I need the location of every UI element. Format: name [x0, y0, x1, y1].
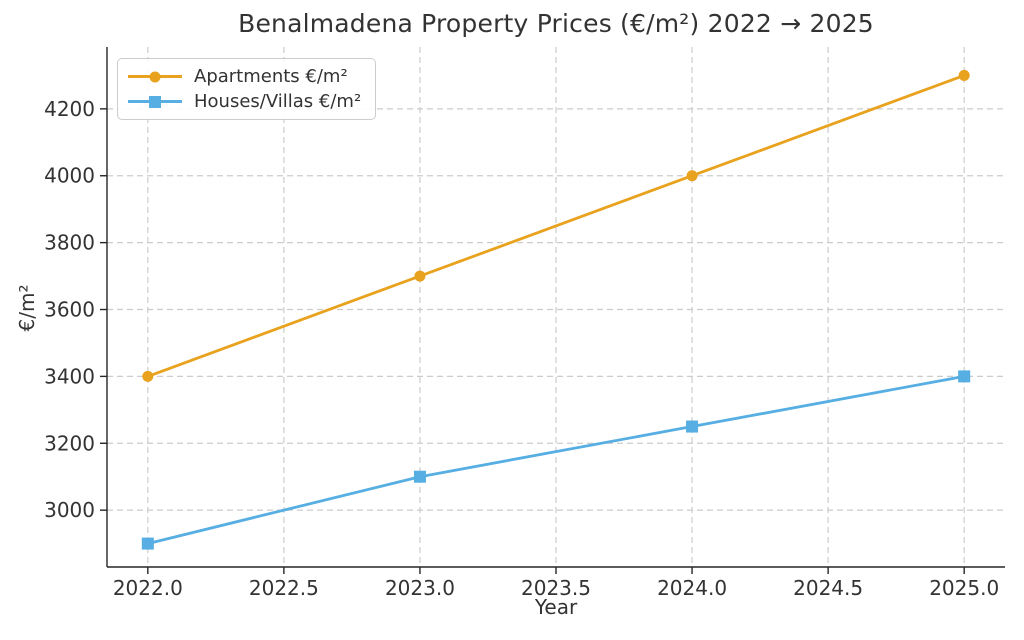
legend-label-houses-villas: Houses/Villas €/m² — [194, 91, 362, 112]
x-tick-label: 2022.5 — [249, 576, 319, 600]
apartments-marker — [686, 170, 698, 182]
y-tick-label: 3000 — [44, 498, 95, 522]
y-tick-label: 3200 — [44, 431, 95, 455]
apartments-legend-swatch — [128, 69, 182, 85]
x-tick-label: 2024.0 — [657, 576, 727, 600]
apartments-line — [146, 74, 966, 378]
x-axis-label: Year — [534, 595, 578, 619]
x-tick-label: 2025.0 — [929, 576, 999, 600]
y-tick-label: 3400 — [44, 364, 95, 388]
apartments-marker — [958, 69, 970, 81]
legend-label-apartments: Apartments €/m² — [194, 66, 348, 87]
legend: Apartments €/m² Houses/Villas €/m² — [117, 58, 377, 120]
x-tick-label: 2024.5 — [793, 576, 863, 600]
x-tick-label: 2023.5 — [521, 576, 591, 600]
y-tick-label: 3600 — [44, 298, 95, 322]
y-tick-label: 3800 — [44, 231, 95, 255]
x-tick-label: 2022.0 — [113, 576, 183, 600]
houses-villas-marker — [141, 537, 154, 550]
houses-villas-marker — [958, 370, 971, 383]
houses-villas-line — [146, 374, 966, 545]
apartments-marker — [142, 370, 154, 382]
y-tick-label: 4000 — [44, 164, 95, 188]
x-tick-label: 2023.0 — [385, 576, 455, 600]
houses-villas-marker — [686, 420, 699, 433]
square-marker-icon — [149, 95, 161, 108]
legend-item-houses-villas: Houses/Villas €/m² — [128, 91, 361, 112]
y-tick-label: 4200 — [44, 97, 95, 121]
houses-villas-marker — [413, 470, 426, 483]
legend-item-apartments: Apartments €/m² — [128, 66, 361, 87]
circle-marker-icon — [149, 71, 161, 82]
houses-villas-legend-swatch — [128, 94, 182, 110]
chart-title: Benalmadena Property Prices (€/m²) 2022 … — [238, 9, 874, 38]
apartments-marker — [414, 270, 426, 282]
y-axis-label: €/m² — [15, 284, 39, 332]
